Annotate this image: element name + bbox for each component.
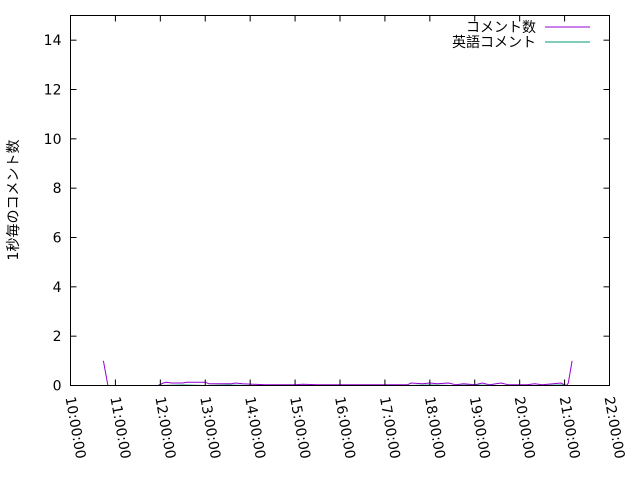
x-tick-label: 11:00:00 [106, 395, 133, 460]
x-tick-label: 18:00:00 [421, 395, 448, 460]
y-tick-label: 12 [44, 83, 62, 99]
y-tick-label: 6 [53, 231, 62, 247]
y-tick-label: 10 [44, 132, 62, 148]
x-tick-label: 12:00:00 [151, 395, 178, 460]
series-line [102, 360, 573, 387]
y-axis-label: 1秒毎のコメント数 [6, 140, 22, 261]
x-tick-label: 21:00:00 [556, 395, 583, 460]
y-tick-label: 2 [53, 329, 62, 345]
x-tick-label: 10:00:00 [62, 395, 89, 460]
plot-border [70, 15, 610, 386]
legend-label: コメント数 [466, 20, 536, 36]
x-tick-label: 20:00:00 [511, 395, 538, 460]
y-tick-label: 0 [53, 379, 62, 395]
y-tick-label: 4 [53, 280, 62, 296]
x-tick-label: 22:00:00 [601, 395, 628, 460]
plot-lines [102, 360, 573, 387]
x-tick-label: 14:00:00 [241, 395, 268, 460]
x-tick-label: 15:00:00 [286, 395, 313, 460]
legend-label: 英語コメント [452, 34, 536, 51]
x-tick-label: 13:00:00 [196, 395, 223, 460]
x-tick-label: 17:00:00 [376, 395, 403, 460]
x-axis: 10:00:00 11:00:00 12:00:00 13:00:00 14:00:00… [62, 15, 628, 460]
x-tick-label: 19:00:00 [466, 395, 493, 460]
x-tick-label: 16:00:00 [331, 395, 358, 460]
y-tick-label: 8 [53, 181, 62, 197]
y-axis: 0 2 4 6 8 10 12 14 [44, 33, 610, 395]
y-tick-label: 14 [44, 33, 62, 49]
